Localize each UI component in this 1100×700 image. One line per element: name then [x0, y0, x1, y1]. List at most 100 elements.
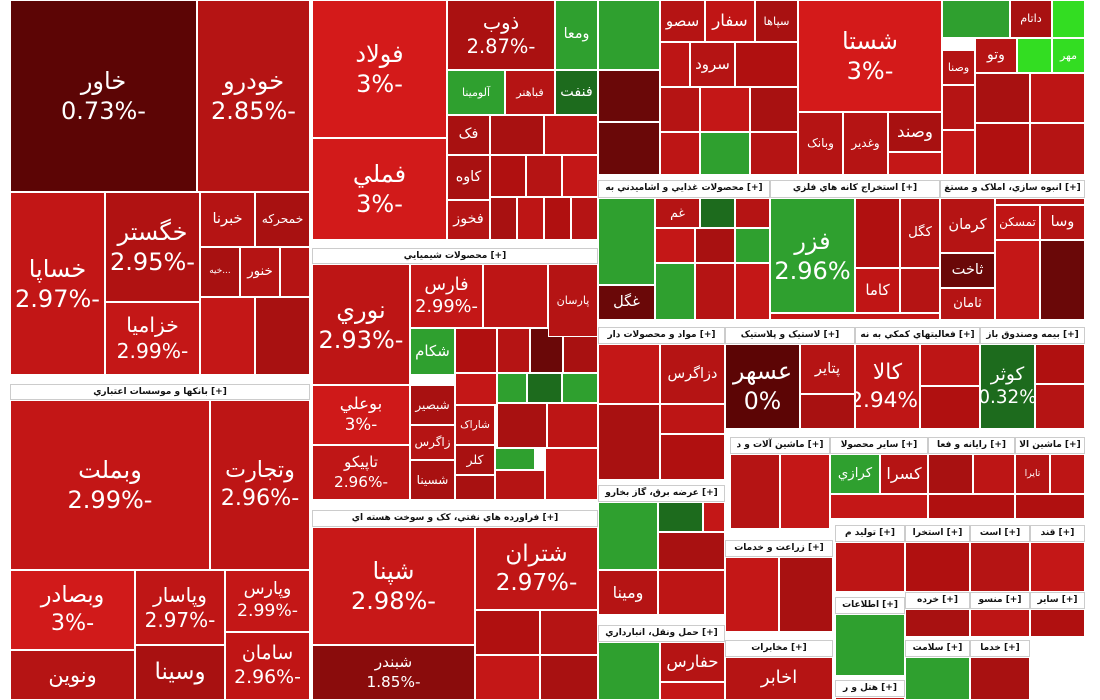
tile-change: -2.96% — [220, 485, 300, 511]
tile-name: ثامان — [953, 295, 982, 311]
tile: کاوه — [447, 155, 490, 200]
tile-name: پارسان — [556, 293, 590, 307]
tile-change: -2.97% — [144, 607, 216, 632]
tile-change: -2.93% — [318, 325, 404, 354]
tile-name: تايرا — [1024, 468, 1041, 480]
tile: پتاير — [800, 344, 855, 394]
tile — [700, 87, 750, 132]
tile — [700, 132, 750, 175]
tile — [598, 344, 660, 404]
tile-name: عسهر — [732, 357, 793, 385]
tile-name: فباهنر — [516, 85, 544, 99]
tile-name: آلومينا — [461, 85, 491, 99]
tile: خودرو -2.85% — [197, 0, 310, 192]
tile-name: ...خیه — [209, 266, 231, 277]
tile — [888, 152, 942, 175]
tile-name: فنفت — [560, 83, 593, 100]
tile-name: کرمان — [948, 216, 987, 234]
tile: فنفت — [555, 70, 598, 115]
tile: کگل — [900, 198, 940, 268]
tile: فک — [447, 115, 490, 155]
tile — [495, 470, 545, 500]
sector-header: [+] فراورده هاي نفتي، کک و سوخت هسته اي — [312, 510, 598, 527]
tile: ثاخت — [940, 253, 995, 288]
tile-change: -2.96% — [333, 472, 388, 491]
tile — [928, 494, 1015, 519]
tile — [830, 494, 928, 519]
tile-change: -3% — [344, 415, 378, 434]
tile-name: شبندر — [374, 653, 413, 672]
tile-change: -2.85% — [211, 97, 296, 125]
tile — [540, 610, 598, 655]
sector-header: [+] ساير محصولا — [830, 437, 928, 454]
tile-name: نوري — [336, 295, 386, 324]
tile — [517, 197, 544, 240]
tile-name: وتجارت — [225, 457, 295, 484]
tile-name: خودرو — [222, 67, 285, 95]
tile — [942, 85, 975, 130]
tile — [1035, 384, 1085, 429]
tile-name: غم — [670, 205, 685, 221]
tile — [735, 198, 770, 228]
tile-name: کاما — [865, 281, 890, 300]
tile — [658, 532, 725, 570]
tile: سپاها — [755, 0, 798, 42]
tile: وغدير — [843, 112, 888, 175]
tile — [527, 373, 562, 403]
tile: وبملت -2.99% — [10, 400, 210, 570]
sector-header: [+] توليد م — [835, 525, 905, 542]
tile: شبصير — [410, 385, 455, 425]
tile-name: تمسکن — [999, 215, 1036, 229]
sector-header: [+] استخراج کانه هاي فلزي — [770, 180, 940, 198]
tile — [1050, 454, 1085, 494]
tile-change: -2.99% — [67, 486, 153, 514]
tile-name: شتران — [505, 540, 568, 567]
tile — [655, 228, 695, 263]
tile — [658, 502, 703, 532]
tile — [800, 394, 855, 429]
tile — [920, 344, 980, 386]
tile: کوثر 0.32% — [980, 344, 1035, 429]
tile: خساپا -2.97% — [10, 192, 105, 375]
tile — [703, 502, 725, 532]
sector-header: [+] محصولات غذايي و اشاميدني به — [598, 180, 770, 198]
sector-header: [+] اطلاعات — [835, 597, 905, 614]
tile — [928, 454, 973, 494]
tile — [970, 542, 1030, 592]
tile-name: کلر — [466, 452, 484, 468]
sector-header: [+] خدما — [970, 640, 1030, 657]
tile — [475, 655, 540, 700]
tile — [660, 404, 725, 434]
tile — [658, 570, 725, 615]
tile — [598, 198, 655, 285]
tile-name: فزر — [794, 226, 831, 255]
tile-name: خگستر — [117, 218, 188, 246]
tile: وصند — [888, 112, 942, 152]
tile-change: -2.99% — [237, 601, 298, 621]
tile-change: -2.99% — [415, 297, 478, 317]
tile — [1040, 240, 1085, 320]
tile: دزاگرس — [660, 344, 725, 404]
tile-name: سفار — [712, 10, 748, 30]
tile-name: کالا — [872, 360, 903, 386]
tile-name: پتاير — [814, 359, 841, 377]
tile — [1030, 73, 1085, 123]
tile — [598, 70, 660, 122]
tile-change: -2.95% — [110, 248, 195, 276]
tile-name: وصنا — [947, 60, 970, 74]
tile: کرمان — [940, 198, 995, 253]
tile — [660, 132, 700, 175]
sector-header: [+] فعاليتهاي کمکي به نه — [855, 327, 980, 344]
tile — [598, 0, 660, 70]
sector-header: [+] خرده — [905, 592, 970, 609]
tile: بوعلي -3% — [312, 385, 410, 445]
tile — [655, 263, 695, 320]
tile — [770, 313, 940, 320]
tile-name: کاوه — [455, 168, 482, 185]
tile: وصنا — [942, 50, 975, 85]
tile: عسهر 0% — [725, 344, 800, 429]
tile-name: ونوین — [48, 662, 97, 687]
tile — [780, 454, 830, 529]
tile: خاور -0.73% — [10, 0, 197, 192]
tile: فخوز — [447, 200, 490, 240]
